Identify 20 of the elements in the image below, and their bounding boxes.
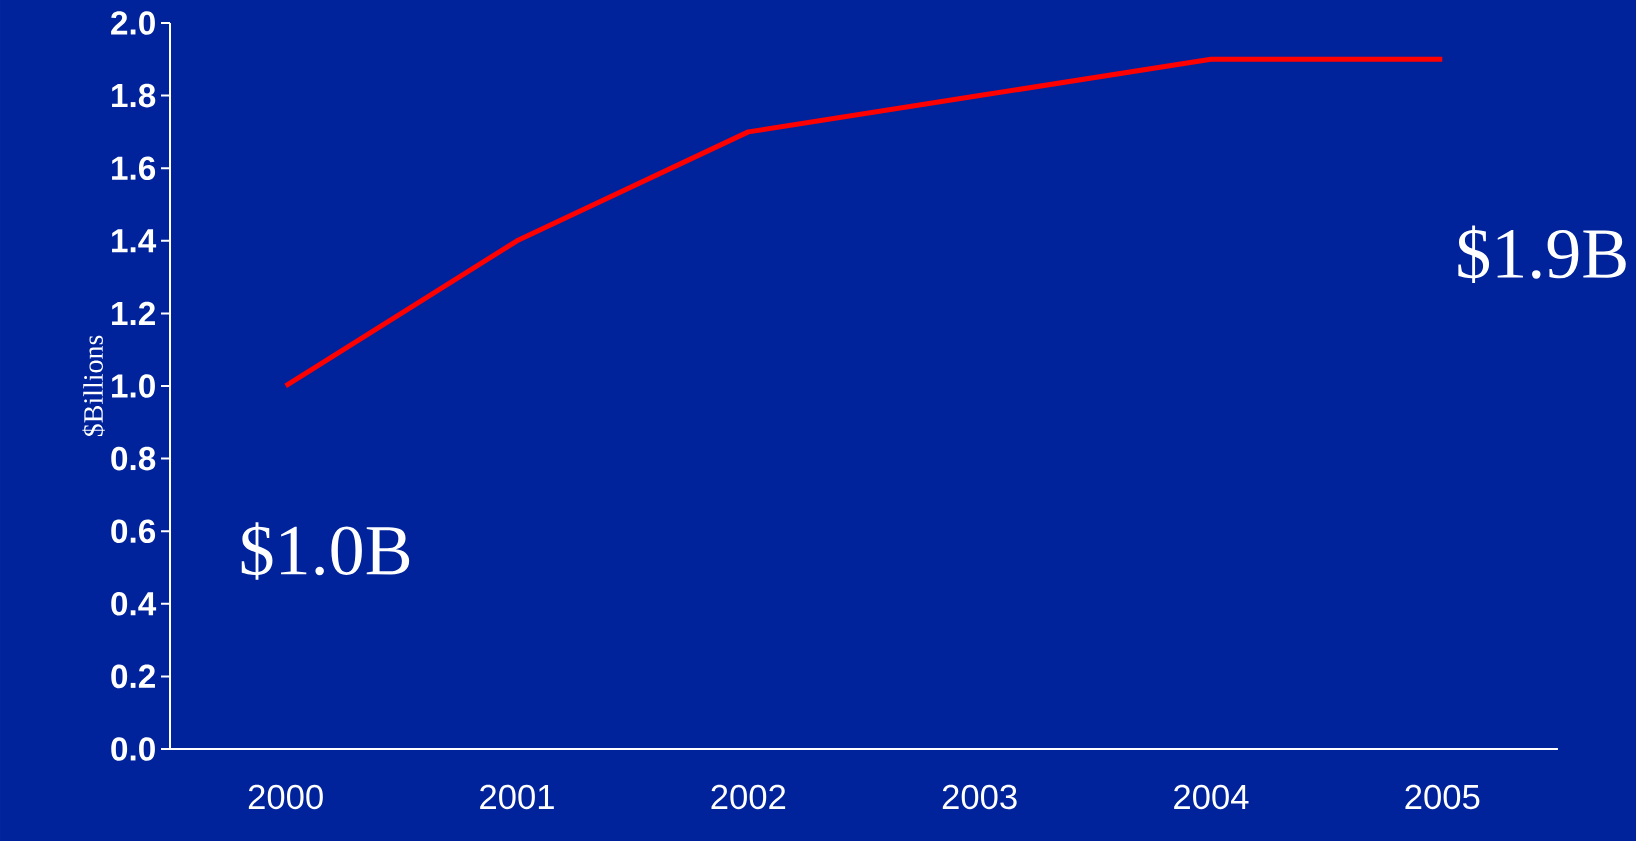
annotation: $1.9B	[1458, 225, 1626, 284]
x-tick-label: 2004	[1174, 784, 1249, 810]
y-tick-label: 2.0	[111, 11, 155, 35]
x-tick-label: 2000	[248, 784, 323, 810]
y-tick-label: 0.0	[111, 737, 155, 761]
y-axis-title: $Billions	[82, 335, 105, 437]
y-tick-label: 1.6	[112, 156, 156, 180]
x-tick-label: 2005	[1405, 784, 1480, 810]
x-tick-label: 2003	[942, 784, 1017, 810]
y-tick-label: 0.4	[111, 591, 157, 616]
y-tick-label: 0.6	[111, 519, 156, 543]
y-tick-label: 1.8	[112, 83, 156, 108]
y-tick-label: 1.0	[112, 374, 155, 398]
annotation: $1.0B	[241, 522, 410, 580]
y-tick-label: 1.4	[112, 229, 157, 253]
y-tick-label: 0.2	[111, 664, 155, 689]
x-tick-label: 2002	[711, 784, 786, 810]
x-tick-label: 2001	[480, 784, 554, 810]
y-tick-label: 0.8	[111, 446, 156, 471]
y-tick-label: 1.2	[112, 301, 155, 326]
